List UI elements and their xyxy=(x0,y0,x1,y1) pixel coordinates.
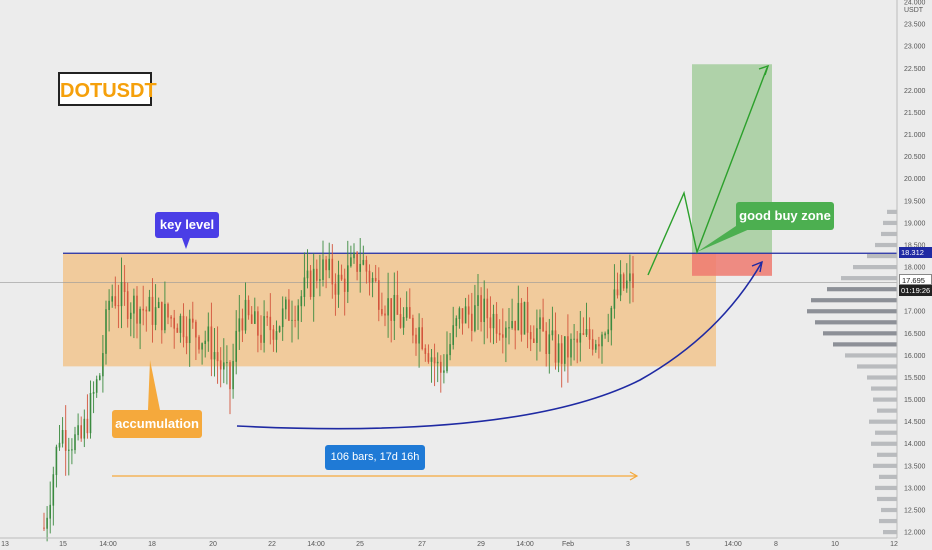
key-level-price-tag: 18.312 xyxy=(899,247,932,258)
accumulation-curve xyxy=(236,261,763,430)
volume-profile-bar xyxy=(875,242,897,248)
volume-profile-bar xyxy=(869,419,897,424)
price-tick-label: 23.500 xyxy=(904,22,926,29)
accumulation-zone xyxy=(63,253,716,367)
volume-profile-bar xyxy=(873,397,897,402)
volume-profile-bar xyxy=(857,364,897,369)
time-tick-label: 18 xyxy=(148,541,156,548)
volume-profile-bar xyxy=(877,452,897,457)
volume-profile-bar xyxy=(879,474,897,479)
stop-zone xyxy=(692,253,772,276)
price-tick-label: 24.000 xyxy=(904,0,926,7)
volume-profile-bar xyxy=(841,276,897,281)
price-tick-label: 22.500 xyxy=(904,66,926,73)
time-tick-label: 8 xyxy=(774,541,778,548)
time-tick-label: 15 xyxy=(59,541,67,548)
price-tick-label: 15.500 xyxy=(904,375,926,382)
time-tick-label: 12 xyxy=(890,541,898,548)
volume-profile-bar xyxy=(807,309,897,314)
price-tick-label: 23.000 xyxy=(904,44,926,51)
curve-arrowhead xyxy=(751,260,763,273)
time-tick-label: 13 xyxy=(1,541,9,548)
price-tick-label: 14.500 xyxy=(904,419,926,426)
key-level-label: key level xyxy=(155,212,219,238)
price-tick-label: 22.000 xyxy=(904,88,926,95)
price-tick-label: 20.000 xyxy=(904,176,926,183)
price-tick-label: 18.000 xyxy=(904,265,926,272)
time-tick-label: 14:00 xyxy=(516,541,534,548)
projection-arrowhead xyxy=(758,64,770,76)
time-tick-label: 25 xyxy=(356,541,364,548)
price-tick-label: 16.000 xyxy=(904,353,926,360)
last-price-tag: 17.695 xyxy=(899,274,932,285)
price-tick-label: 18.500 xyxy=(904,242,926,249)
volume-profile-bar xyxy=(881,507,897,513)
time-tick-label: 10 xyxy=(831,541,839,548)
volume-profile-bar xyxy=(823,331,897,336)
price-tick-label: 20.500 xyxy=(904,154,926,161)
price-tick-label: 19.000 xyxy=(904,220,926,227)
time-tick-label: 29 xyxy=(477,541,485,548)
volume-profile-bar xyxy=(867,253,897,259)
price-tick-label: 21.000 xyxy=(904,132,926,139)
volume-profile-bar xyxy=(883,530,897,535)
volume-profile-bar xyxy=(827,287,897,292)
price-tick-label: 12.000 xyxy=(904,530,926,537)
good-buy-zone-label: good buy zone xyxy=(736,202,834,230)
volume-profile-bar xyxy=(867,375,897,380)
price-tick-label: 16.500 xyxy=(904,331,926,338)
projection-line xyxy=(647,67,768,276)
symbol-label: DOTUSDT xyxy=(58,72,157,106)
price-tick-label: 12.500 xyxy=(904,507,926,514)
price-tick-label: 19.500 xyxy=(904,198,926,205)
time-tick-label: 20 xyxy=(209,541,217,548)
volume-profile-bar xyxy=(871,386,897,391)
time-tick-label: 22 xyxy=(268,541,276,548)
volume-profile-bar xyxy=(871,441,897,446)
volume-profile-bar xyxy=(873,463,897,468)
volume-profile-bar xyxy=(875,485,897,491)
time-tick-label: 14:00 xyxy=(99,541,117,548)
volume-profile-bar xyxy=(883,220,897,226)
time-tick-label: 14:00 xyxy=(307,541,325,548)
time-tick-label: 14:00 xyxy=(724,541,742,548)
volume-profile-bar xyxy=(877,496,897,502)
price-tick-label: 17.000 xyxy=(904,309,926,316)
volume-profile-bar xyxy=(853,265,897,270)
volume-profile-bar xyxy=(877,408,897,413)
volume-profile-bar xyxy=(845,353,897,358)
time-tick-label: 27 xyxy=(418,541,426,548)
price-tick-label: 15.000 xyxy=(904,397,926,404)
range-arrowhead xyxy=(629,471,639,481)
price-tick-label: 21.500 xyxy=(904,110,926,117)
time-tick-label: 3 xyxy=(626,541,630,548)
currency-label: USDT xyxy=(904,7,924,14)
volume-profile-bar xyxy=(811,298,897,303)
key-level-pointer xyxy=(182,238,190,249)
volume-profile-bar xyxy=(875,430,897,435)
time-tick-label: Feb xyxy=(562,541,574,548)
price-tick-label: 14.000 xyxy=(904,441,926,448)
volume-profile-bar xyxy=(833,342,897,347)
price-tick-label: 13.000 xyxy=(904,485,926,492)
accumulation-label: accumulation xyxy=(112,410,202,438)
volume-profile-bar xyxy=(815,320,897,325)
price-tick-label: 13.500 xyxy=(904,463,926,470)
time-tick-label: 5 xyxy=(686,541,690,548)
volume-profile-bar xyxy=(887,209,897,214)
volume-profile-bar xyxy=(881,231,897,237)
bars-range-label: 106 bars, 17d 16h xyxy=(325,445,425,470)
accumulation-pointer xyxy=(148,360,160,410)
volume-profile-bar xyxy=(879,518,897,524)
countdown-tag: 01:19:26 xyxy=(899,285,932,296)
